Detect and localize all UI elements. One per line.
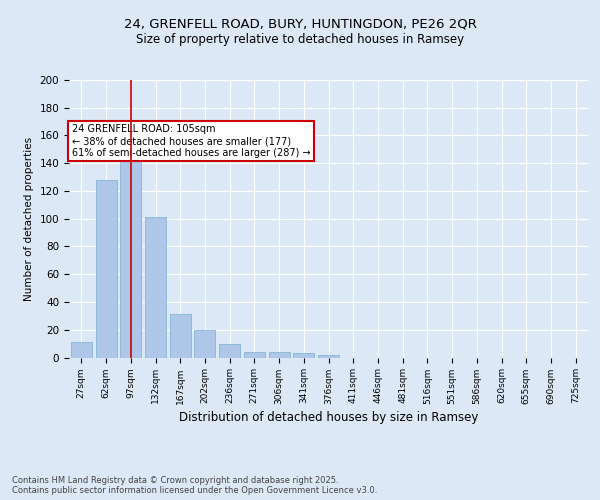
Bar xyxy=(71,342,92,357)
Bar xyxy=(219,344,240,357)
Text: Contains HM Land Registry data © Crown copyright and database right 2025.
Contai: Contains HM Land Registry data © Crown c… xyxy=(12,476,377,495)
Bar xyxy=(120,132,141,358)
Bar xyxy=(95,180,116,358)
Bar xyxy=(318,354,339,358)
Text: Size of property relative to detached houses in Ramsey: Size of property relative to detached ho… xyxy=(136,32,464,46)
Text: 24, GRENFELL ROAD, BURY, HUNTINGDON, PE26 2QR: 24, GRENFELL ROAD, BURY, HUNTINGDON, PE2… xyxy=(124,18,476,30)
Bar xyxy=(244,352,265,358)
Bar xyxy=(293,354,314,358)
Bar xyxy=(269,352,290,358)
Bar xyxy=(145,218,166,358)
Bar xyxy=(194,330,215,357)
Text: 24 GRENFELL ROAD: 105sqm
← 38% of detached houses are smaller (177)
61% of semi-: 24 GRENFELL ROAD: 105sqm ← 38% of detach… xyxy=(71,124,310,158)
Y-axis label: Number of detached properties: Number of detached properties xyxy=(24,136,34,301)
X-axis label: Distribution of detached houses by size in Ramsey: Distribution of detached houses by size … xyxy=(179,410,478,424)
Bar xyxy=(170,314,191,358)
